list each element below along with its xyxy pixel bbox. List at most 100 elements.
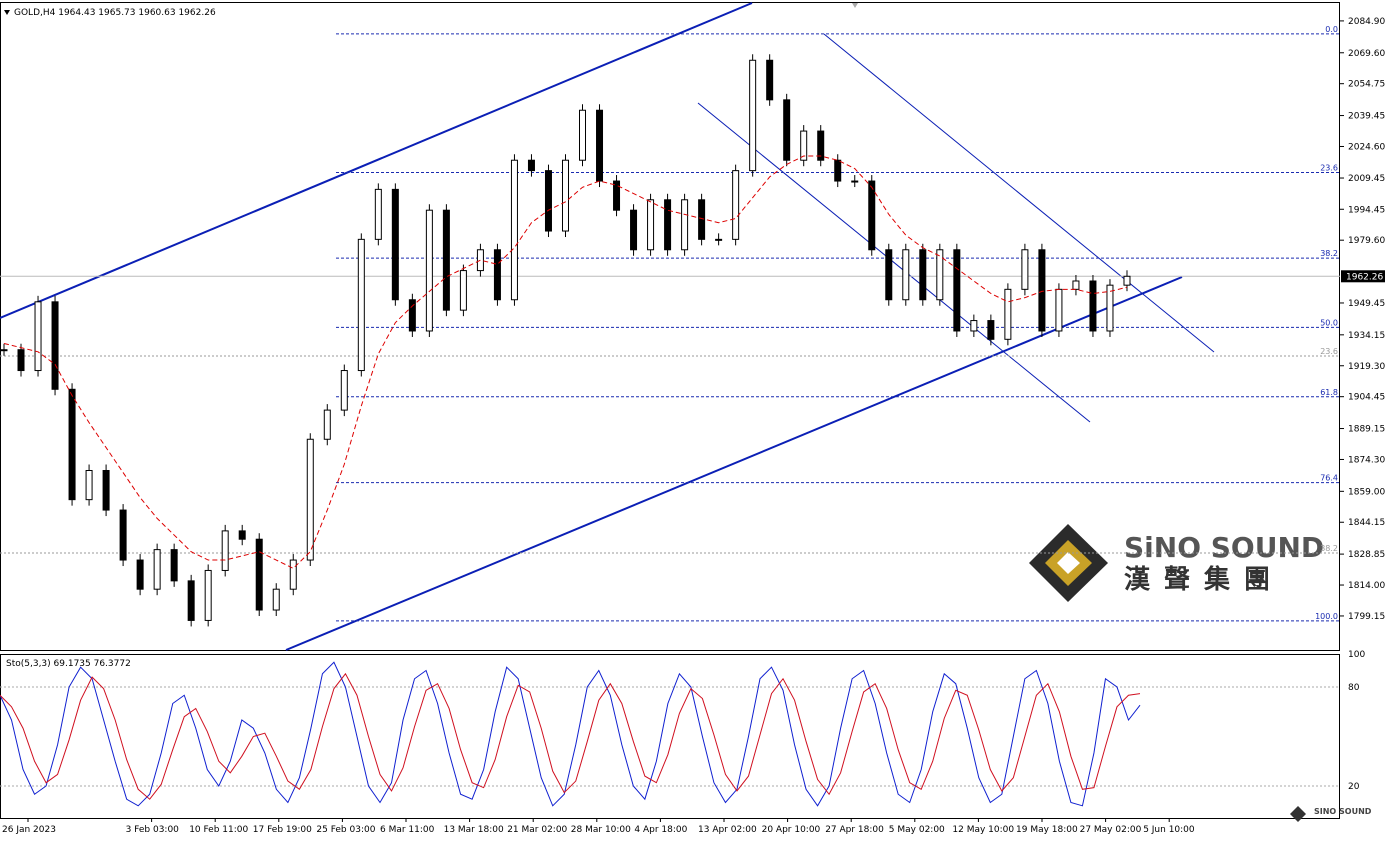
stoch-d	[0, 672, 1141, 800]
candle	[749, 59, 757, 172]
candle	[187, 580, 195, 621]
x-tick-label: 19 May 18:00	[1016, 825, 1078, 835]
y-tick-label: 1799.15	[1348, 612, 1385, 622]
fib-label: 61.8	[1320, 388, 1338, 397]
candle	[766, 59, 774, 101]
channel-top	[0, 2, 753, 319]
x-tick-label: 5 May 02:00	[889, 825, 945, 835]
moving-average	[3, 155, 1128, 569]
candle	[136, 559, 144, 590]
candle	[1055, 288, 1063, 332]
candle	[1072, 280, 1080, 290]
candle	[493, 249, 501, 301]
candle	[119, 509, 127, 561]
candle	[34, 301, 42, 372]
candle	[732, 170, 740, 240]
y-tick-label: 1949.45	[1348, 299, 1385, 309]
candle	[238, 530, 246, 540]
stochastic-header: Sto(5,3,3) 69.1735 76.3772	[6, 659, 131, 669]
logo-small-diamond	[1290, 806, 1306, 822]
candle	[561, 159, 569, 232]
candle	[698, 199, 706, 240]
candle	[374, 188, 382, 240]
candle	[987, 320, 995, 340]
candle	[851, 180, 859, 183]
x-tick-label: 26 Jan 2023	[2, 825, 56, 835]
y-tick-label: 1904.45	[1348, 393, 1385, 403]
candle	[357, 238, 365, 372]
y-tick-label: 2054.75	[1348, 80, 1385, 90]
current-price-box	[1341, 270, 1385, 283]
logo: SiNO SOUND 漢聲集團 SINO SOUND	[1029, 524, 1372, 822]
stoch-tick-label: 80	[1348, 683, 1360, 693]
down-channel-high	[823, 33, 1215, 353]
candle	[817, 130, 825, 161]
stoch-k	[0, 661, 1141, 807]
trend-lines	[0, 2, 1215, 651]
candle	[613, 180, 621, 211]
candle	[647, 199, 655, 251]
x-tick-label: 27 Apr 18:00	[825, 825, 884, 835]
fib-label: 38.2	[1320, 249, 1338, 258]
candle	[102, 469, 110, 511]
candle	[323, 409, 331, 440]
candle	[51, 301, 59, 390]
x-tick-label: 21 Mar 02:00	[507, 825, 567, 835]
x-tick-label: 28 Mar 10:00	[571, 825, 631, 835]
candle	[902, 249, 910, 301]
candle	[170, 549, 178, 582]
candle	[681, 199, 689, 251]
x-tick-label: 5 Jun 10:00	[1143, 825, 1195, 835]
candle	[153, 549, 161, 590]
candle	[0, 349, 8, 352]
x-tick-label: 10 Feb 11:00	[189, 825, 248, 835]
marker	[852, 3, 858, 8]
fib-label: 76.4	[1320, 474, 1338, 483]
y-tick-label: 1994.45	[1348, 205, 1385, 215]
candle	[1123, 275, 1131, 286]
x-tick-label: 4 Apr 18:00	[634, 825, 687, 835]
fib-label: 23.6	[1320, 164, 1338, 173]
y-tick-label: 2024.60	[1348, 142, 1385, 152]
candle	[255, 538, 263, 611]
fib-label-grey: 23.6	[1320, 347, 1338, 356]
candle	[953, 249, 961, 332]
y-tick-label: 1814.00	[1348, 581, 1385, 591]
y-tick-label: 2069.60	[1348, 49, 1385, 59]
x-tick-label: 3 Feb 03:00	[126, 825, 180, 835]
x-tick-label: 17 Feb 19:00	[253, 825, 312, 835]
fib-label: 50.0	[1320, 318, 1338, 327]
candle	[459, 270, 467, 311]
y-tick-label: 1828.85	[1348, 550, 1385, 560]
y-tick-label: 2039.45	[1348, 112, 1385, 122]
candle	[834, 159, 842, 182]
candle	[391, 188, 399, 301]
y-tick-label: 1874.30	[1348, 455, 1385, 465]
price-panel	[0, 2, 1340, 651]
y-tick-label: 1934.15	[1348, 331, 1385, 341]
x-tick-label: 20 Apr 10:00	[762, 825, 821, 835]
candle	[579, 109, 587, 161]
y-tick-label: 1844.15	[1348, 518, 1385, 528]
candle	[272, 588, 280, 611]
candle	[510, 159, 518, 301]
x-tick-label: 13 Apr 02:00	[698, 825, 757, 835]
candle	[868, 180, 876, 251]
chart-header: GOLD,H4 1964.43 1965.73 1960.63 1962.26	[14, 8, 216, 18]
candle	[919, 249, 927, 301]
y-tick-label: 1889.15	[1348, 425, 1385, 435]
candle	[544, 170, 552, 232]
candle	[970, 320, 978, 332]
logo-name: SiNO SOUND	[1124, 531, 1324, 564]
candle	[527, 159, 535, 172]
fib-label: 100.0	[1315, 612, 1338, 621]
menu-arrow	[4, 10, 10, 15]
logo-chinese: 漢聲集團	[1124, 564, 1284, 595]
candle	[596, 109, 604, 182]
y-tick-label: 2084.90	[1348, 17, 1385, 27]
down-channel-low	[697, 102, 1091, 423]
logo-core	[1057, 552, 1080, 574]
candle	[885, 249, 893, 301]
candle	[340, 370, 348, 411]
candle	[1089, 280, 1097, 332]
